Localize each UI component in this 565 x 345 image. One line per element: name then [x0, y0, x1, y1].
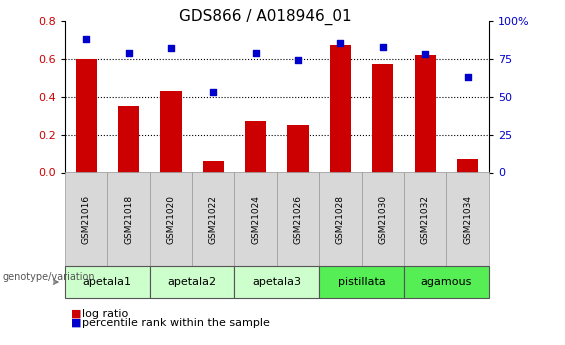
Bar: [457, 159, 478, 172]
Bar: [118, 106, 139, 172]
Text: apetala2: apetala2: [168, 277, 216, 287]
Text: GDS866 / A018946_01: GDS866 / A018946_01: [179, 9, 352, 25]
Bar: [330, 46, 351, 172]
Point: [294, 57, 303, 63]
Text: genotype/variation: genotype/variation: [3, 272, 95, 282]
Text: apetala3: apetala3: [253, 277, 301, 287]
Text: GSM21026: GSM21026: [294, 195, 302, 244]
Point: [336, 41, 345, 46]
Point: [251, 50, 260, 55]
Bar: [76, 59, 97, 172]
Text: GSM21016: GSM21016: [82, 195, 90, 244]
Bar: [372, 65, 393, 172]
Text: GSM21034: GSM21034: [463, 195, 472, 244]
Text: GSM21032: GSM21032: [421, 195, 429, 244]
Text: agamous: agamous: [421, 277, 472, 287]
Point: [82, 36, 91, 42]
Point: [379, 44, 388, 49]
Bar: [288, 125, 308, 172]
Text: pistillata: pistillata: [338, 277, 385, 287]
Point: [209, 89, 218, 95]
Text: percentile rank within the sample: percentile rank within the sample: [82, 318, 270, 327]
Text: GSM21022: GSM21022: [209, 195, 218, 244]
Bar: [203, 161, 224, 172]
Bar: [160, 91, 181, 172]
Point: [167, 45, 176, 51]
Text: GSM21024: GSM21024: [251, 195, 260, 244]
Point: [124, 50, 133, 55]
Text: GSM21030: GSM21030: [379, 195, 387, 244]
Text: ■: ■: [71, 318, 81, 327]
Text: ■: ■: [71, 309, 81, 319]
Point: [463, 74, 472, 80]
Text: GSM21028: GSM21028: [336, 195, 345, 244]
Text: GSM21020: GSM21020: [167, 195, 175, 244]
Text: log ratio: log ratio: [82, 309, 128, 319]
Point: [420, 51, 430, 57]
Bar: [245, 121, 266, 172]
Text: apetala1: apetala1: [83, 277, 132, 287]
Text: GSM21018: GSM21018: [124, 195, 133, 244]
Bar: [415, 55, 436, 172]
